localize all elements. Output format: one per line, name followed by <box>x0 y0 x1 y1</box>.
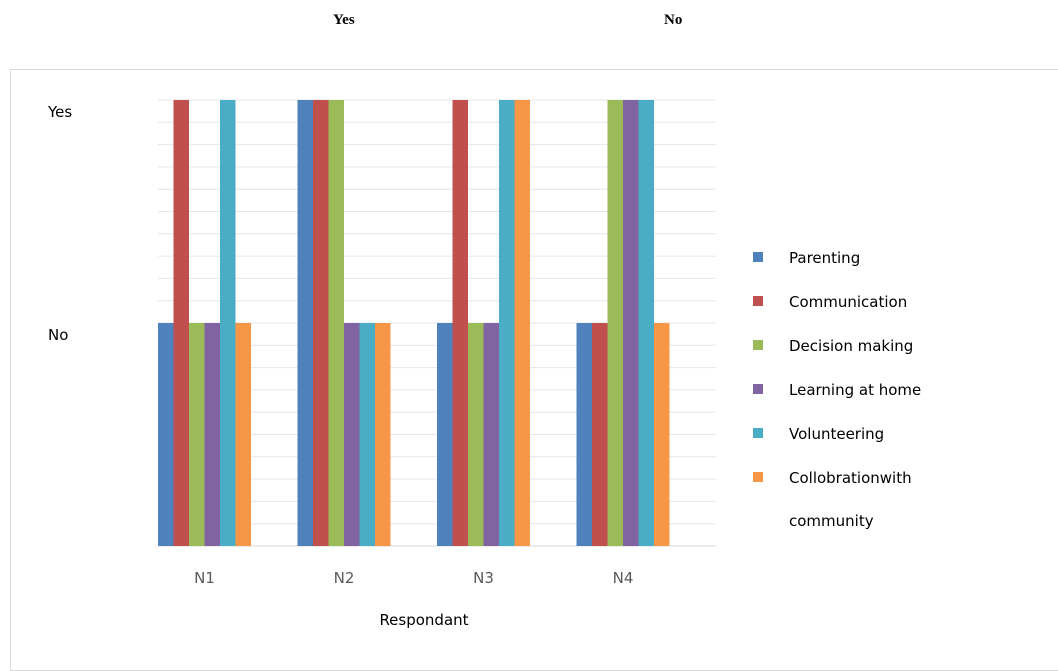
bar-n1-decision-making <box>189 323 205 546</box>
bar-n3-learning-at-home <box>483 323 499 546</box>
legend-label-decision-making: Decision making <box>789 337 913 355</box>
bar-n3-collobrationwith-community <box>514 100 530 546</box>
legend-swatch-parenting <box>753 252 763 262</box>
legend-label-collobrationwith-community-line-2: community <box>789 512 874 530</box>
x-axis-title: Respondant <box>379 611 468 629</box>
bar-n2-collobrationwith-community <box>375 323 391 546</box>
bar-n4-parenting <box>576 323 592 546</box>
legend-swatch-volunteering <box>753 428 763 438</box>
legend-swatch-decision-making <box>753 340 763 350</box>
legend-label-learning-at-home: Learning at home <box>789 381 921 399</box>
bar-n3-volunteering <box>499 100 515 546</box>
bar-n2-volunteering <box>359 323 375 546</box>
bar-n1-collobrationwith-community <box>235 323 251 546</box>
bar-n3-parenting <box>437 323 453 546</box>
bar-n4-decision-making <box>607 100 623 546</box>
y-tick-label-no: No <box>48 326 68 344</box>
bar-n1-parenting <box>158 323 174 546</box>
bar-n2-communication <box>313 100 329 546</box>
x-tick-label-n2: N2 <box>334 569 355 587</box>
bar-n4-volunteering <box>638 100 654 546</box>
legend-label-volunteering: Volunteering <box>789 425 884 443</box>
x-tick-label-n1: N1 <box>194 569 215 587</box>
bar-n2-learning-at-home <box>344 323 360 546</box>
bar-n1-communication <box>173 100 189 546</box>
y-tick-label-yes: Yes <box>47 103 72 121</box>
legend-label-parenting: Parenting <box>789 249 860 267</box>
legend-swatch-learning-at-home <box>753 384 763 394</box>
legend-swatch-communication <box>753 296 763 306</box>
legend-label-communication: Communication <box>789 293 907 311</box>
bar-n3-decision-making <box>468 323 484 546</box>
x-tick-label-n3: N3 <box>473 569 494 587</box>
legend-swatch-collobrationwith-community <box>753 472 763 482</box>
x-tick-label-n4: N4 <box>613 569 634 587</box>
bar-n4-learning-at-home <box>623 100 639 546</box>
top-yes-label: Yes <box>333 12 355 28</box>
legend-label-collobrationwith-community-line-1: Collobrationwith <box>789 469 912 487</box>
bar-n1-learning-at-home <box>204 323 220 546</box>
top-no-label: No <box>664 12 683 28</box>
bar-n2-decision-making <box>328 100 344 546</box>
bar-n4-collobrationwith-community <box>654 323 670 546</box>
bar-n1-volunteering <box>220 100 236 546</box>
bar-n4-communication <box>592 323 608 546</box>
bar-n2-parenting <box>297 100 313 546</box>
bar-n3-communication <box>452 100 468 546</box>
